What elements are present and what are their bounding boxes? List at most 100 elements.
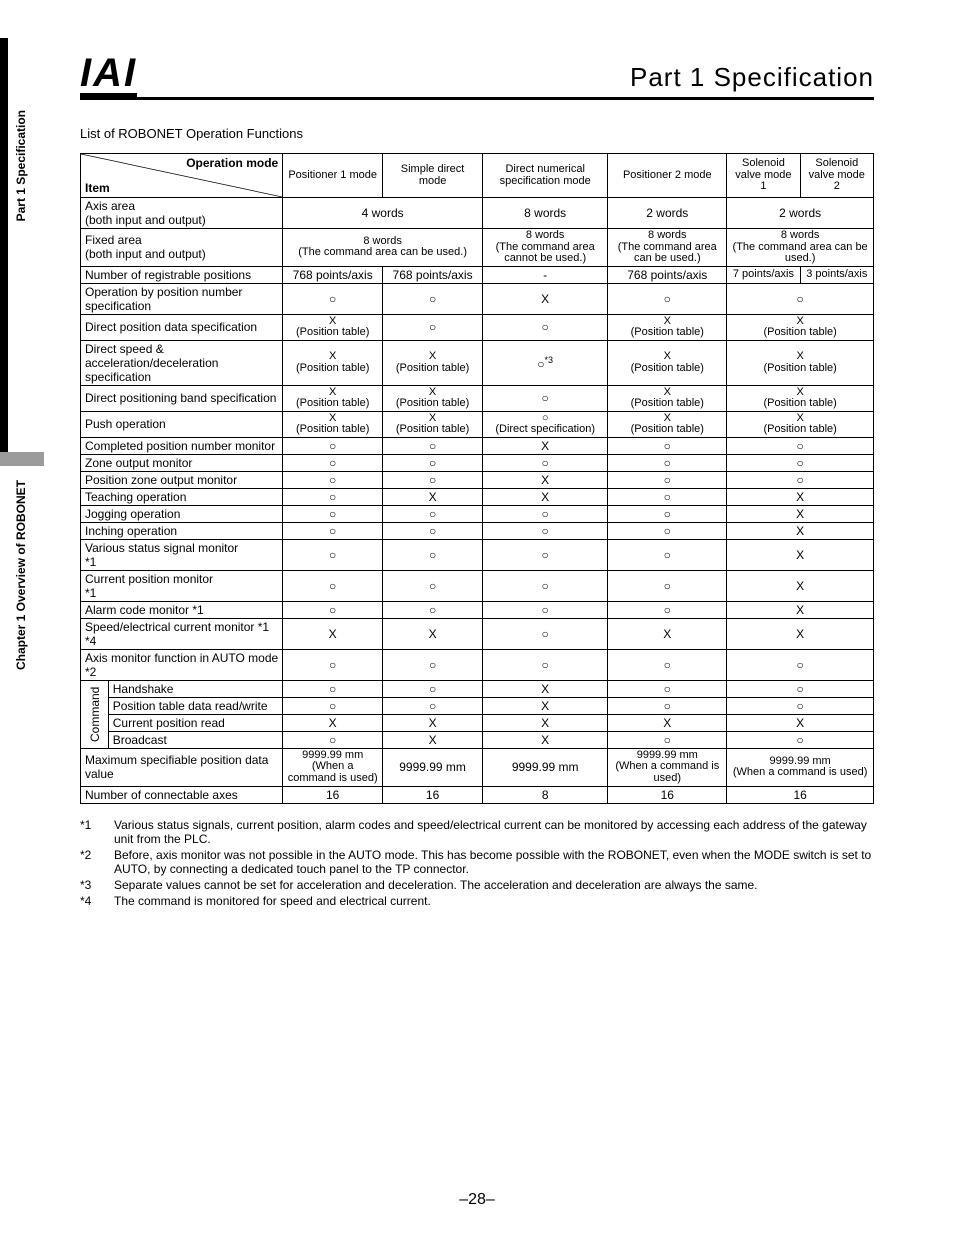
cell: ○: [483, 522, 608, 539]
header-opmode: Operation mode: [186, 156, 278, 170]
cell: ○: [283, 437, 383, 454]
cell: ○: [727, 471, 874, 488]
cell: ○: [283, 731, 383, 748]
cell: ○: [608, 522, 727, 539]
cell: ○: [608, 570, 727, 601]
col-header: Positioner 2 mode: [608, 154, 727, 198]
cell: X: [727, 601, 874, 618]
cell: ○: [483, 505, 608, 522]
cell: X: [727, 505, 874, 522]
cell: ○: [608, 601, 727, 618]
cell: ○: [383, 437, 483, 454]
row-item: Position zone output monitor: [81, 471, 283, 488]
part-title: Part 1 Specification: [630, 62, 874, 97]
cell: ○: [608, 505, 727, 522]
cell: X(Position table): [283, 314, 383, 340]
cell: ○: [483, 454, 608, 471]
cell: ○: [483, 649, 608, 680]
cell: X(Position table): [727, 340, 874, 385]
cell: X: [727, 522, 874, 539]
cell: ○: [608, 649, 727, 680]
cell: 768 points/axis: [283, 266, 383, 283]
cell: ○: [483, 570, 608, 601]
cell: 8 words(The command area cannot be used.…: [483, 229, 608, 267]
cell: 7 points/axis: [727, 266, 800, 283]
cell: 16: [727, 786, 874, 803]
footnote-tag: *2: [80, 848, 102, 876]
cell: X: [383, 618, 483, 649]
row-item: Speed/electrical current monitor *1 *4: [81, 618, 283, 649]
cell: X(Position table): [727, 385, 874, 411]
cell: X(Position table): [283, 340, 383, 385]
cell: ○: [383, 283, 483, 314]
cell: 9999.99 mm: [383, 748, 483, 786]
cell: ○: [608, 680, 727, 697]
row-item: Various status signal monitor*1: [81, 539, 283, 570]
row-item: Axis area(both input and output): [81, 198, 283, 229]
cell: X(Position table): [608, 385, 727, 411]
cell: ○: [283, 454, 383, 471]
cell: ○: [608, 471, 727, 488]
col-header: Positioner 1 mode: [283, 154, 383, 198]
footnote-text: Various status signals, current position…: [114, 818, 874, 846]
row-item: Current position monitor*1: [81, 570, 283, 601]
cell: X(Position table): [283, 411, 383, 437]
side-label-part: Part 1 Specification: [14, 110, 28, 221]
cell: ○: [383, 522, 483, 539]
header-item-opmode: Operation modeItem: [81, 154, 283, 198]
cell: X: [608, 714, 727, 731]
col-header: Simple direct mode: [383, 154, 483, 198]
cell: ○(Direct specification): [483, 411, 608, 437]
cell: 16: [383, 786, 483, 803]
cell: ○: [383, 314, 483, 340]
command-group-label: Command: [81, 680, 109, 748]
cell: ○: [727, 731, 874, 748]
cell: X: [483, 731, 608, 748]
cell: ○*3: [483, 340, 608, 385]
cell: X: [483, 680, 608, 697]
cell: X: [483, 714, 608, 731]
cell: 9999.99 mm(When a command is used): [608, 748, 727, 786]
row-item: Number of registrable positions: [81, 266, 283, 283]
cell: X: [483, 471, 608, 488]
cell: X: [383, 731, 483, 748]
cell: ○: [283, 649, 383, 680]
content: List of ROBONET Operation Functions Oper…: [80, 126, 874, 910]
cell: X: [383, 714, 483, 731]
cell: ○: [727, 283, 874, 314]
cell: 2 words: [727, 198, 874, 229]
cell: ○: [383, 454, 483, 471]
cell: X: [383, 488, 483, 505]
cell: ○: [383, 697, 483, 714]
cell: ○: [383, 680, 483, 697]
cell: X(Position table): [608, 340, 727, 385]
row-item: Handshake: [108, 680, 282, 697]
footnote-text: The command is monitored for speed and e…: [114, 894, 431, 908]
cell: X: [608, 618, 727, 649]
row-item: Zone output monitor: [81, 454, 283, 471]
row-item: Direct speed & acceleration/deceleration…: [81, 340, 283, 385]
page-number: –28–: [0, 1191, 954, 1209]
row-item: Current position read: [108, 714, 282, 731]
cell: 9999.99 mm(When a command is used): [727, 748, 874, 786]
col-header: Solenoid valve mode 1: [727, 154, 800, 198]
cell: ○: [608, 437, 727, 454]
cell: ○: [608, 488, 727, 505]
cell: ○: [283, 601, 383, 618]
cell: X(Position table): [608, 411, 727, 437]
cell: ○: [383, 601, 483, 618]
col-header: Solenoid valve mode 2: [800, 154, 873, 198]
cell: ○: [383, 570, 483, 601]
cell: 4 words: [283, 198, 483, 229]
cell: X: [283, 714, 383, 731]
cell: 16: [283, 786, 383, 803]
cell: ○: [483, 385, 608, 411]
cell: ○: [283, 488, 383, 505]
cell: X(Position table): [727, 314, 874, 340]
cell: ○: [608, 539, 727, 570]
cell: X(Position table): [383, 340, 483, 385]
cell: ○: [283, 505, 383, 522]
row-item: Teaching operation: [81, 488, 283, 505]
cell: ○: [383, 505, 483, 522]
row-item: Axis monitor function in AUTO mode *2: [81, 649, 283, 680]
